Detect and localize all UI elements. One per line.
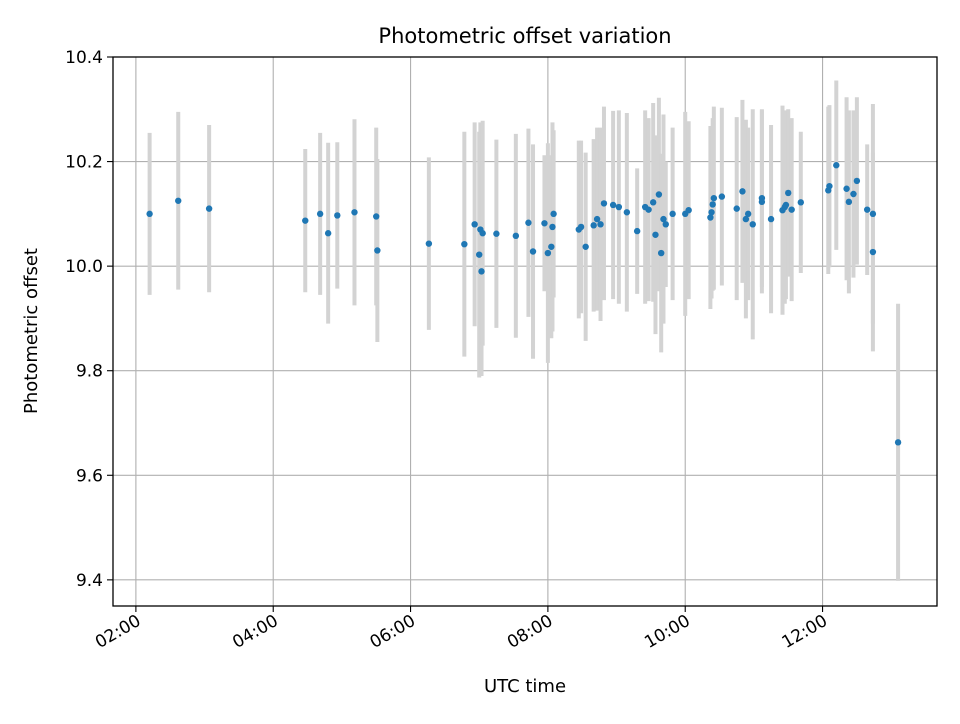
- data-point: [758, 198, 766, 206]
- data-point: [655, 191, 663, 198]
- data-point: [709, 201, 716, 208]
- data-point: [708, 209, 715, 216]
- data-point: [525, 219, 532, 226]
- data-point: [733, 205, 740, 212]
- data-point: [749, 221, 756, 228]
- data-point: [645, 206, 652, 213]
- data-point: [334, 212, 341, 219]
- data-point: [593, 215, 601, 223]
- data-point: [316, 210, 324, 218]
- y-axis-label: Photometric offset: [21, 248, 42, 414]
- data-point: [843, 185, 850, 192]
- data-point: [863, 206, 871, 213]
- data-point: [590, 222, 597, 229]
- data-point: [615, 203, 623, 211]
- data-point: [845, 198, 853, 206]
- data-point: [660, 215, 667, 223]
- data-point: [788, 206, 795, 213]
- data-point: [649, 199, 657, 206]
- data-point: [597, 221, 604, 228]
- data-point: [476, 251, 483, 258]
- data-point: [373, 213, 380, 220]
- data-point: [894, 439, 902, 446]
- data-point: [853, 177, 861, 185]
- data-point: [461, 240, 468, 248]
- data-point: [175, 197, 182, 204]
- y-tick-label: 10.2: [65, 153, 103, 173]
- data-point: [623, 209, 631, 216]
- data-point: [633, 227, 641, 235]
- data-point: [685, 206, 692, 214]
- data-point: [302, 217, 309, 224]
- data-point: [742, 215, 750, 223]
- data-point: [609, 201, 617, 209]
- data-point: [324, 230, 332, 237]
- data-point: [582, 243, 589, 250]
- data-point: [600, 200, 608, 207]
- data-point: [548, 243, 555, 250]
- data-point: [669, 210, 676, 218]
- y-tick-label: 9.8: [76, 362, 103, 382]
- chart-title: Photometric offset variation: [378, 24, 671, 48]
- data-point: [707, 214, 714, 221]
- y-tick-label: 9.6: [76, 466, 103, 486]
- data-point: [512, 232, 520, 240]
- data-point: [479, 230, 486, 237]
- data-point: [471, 221, 478, 228]
- data-point: [493, 230, 500, 237]
- data-point: [710, 194, 718, 202]
- data-point: [541, 220, 548, 227]
- data-point: [374, 247, 381, 254]
- data-point: [205, 205, 213, 212]
- data-point: [425, 240, 433, 247]
- data-point: [529, 248, 537, 255]
- data-point: [146, 210, 153, 218]
- data-points: [146, 162, 902, 446]
- x-axis-label: UTC time: [484, 676, 566, 697]
- data-point: [782, 201, 790, 209]
- data-point: [869, 210, 877, 218]
- data-point: [797, 199, 805, 206]
- plot-area-frame: [112, 56, 938, 607]
- y-tick-label: 10.0: [65, 257, 103, 277]
- data-point: [718, 193, 726, 200]
- data-point: [478, 268, 485, 275]
- data-point: [869, 248, 877, 256]
- y-tick-label: 10.4: [65, 48, 103, 68]
- y-tick-label: 9.4: [76, 571, 103, 591]
- data-point: [550, 210, 557, 218]
- data-point: [549, 223, 556, 231]
- data-point: [833, 162, 840, 169]
- data-point: [652, 231, 659, 238]
- data-point: [785, 189, 792, 197]
- data-point: [544, 249, 552, 257]
- data-point: [739, 188, 746, 195]
- data-point: [662, 221, 669, 228]
- data-point: [577, 223, 585, 231]
- data-point: [850, 190, 857, 198]
- data-point: [657, 249, 665, 257]
- data-point: [767, 215, 775, 223]
- data-point: [351, 209, 358, 216]
- data-point: [744, 210, 752, 218]
- data-point: [826, 182, 833, 190]
- y-axis-ticks: 9.4 9.6 9.8 10.0 10.2 10.4: [65, 48, 113, 591]
